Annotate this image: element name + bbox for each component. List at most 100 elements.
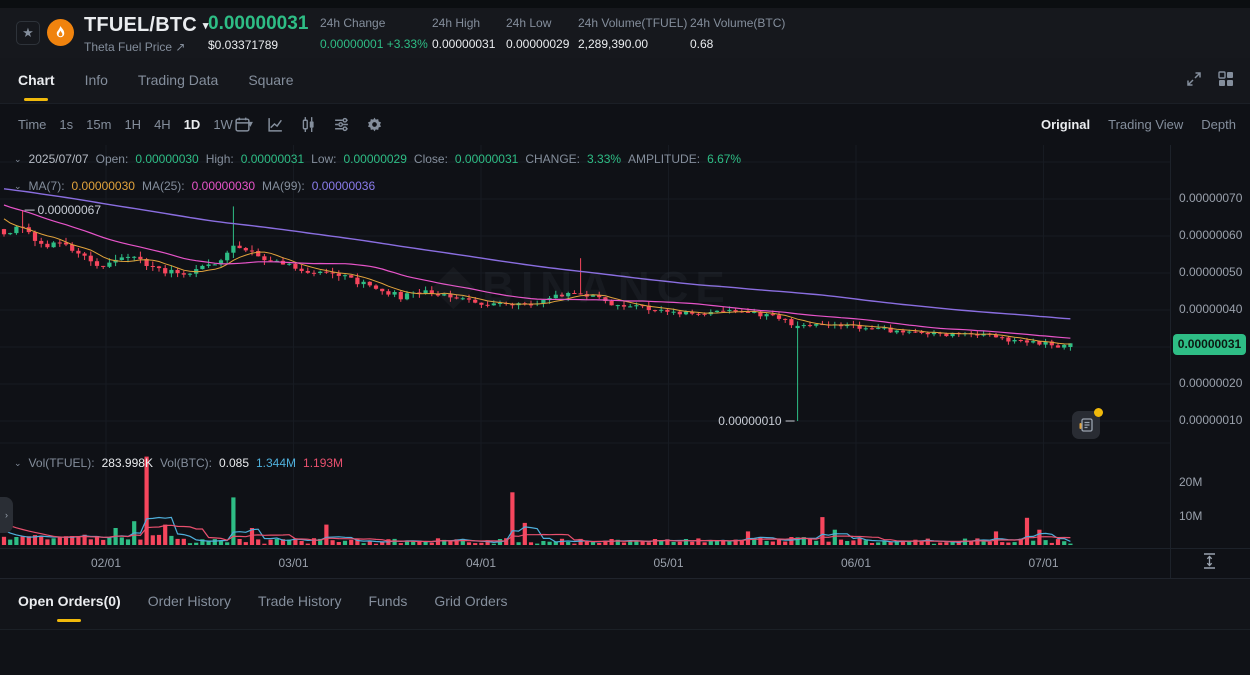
ma25-value: 0.00000030 bbox=[191, 179, 256, 193]
low-annotation: 0.00000010 bbox=[718, 414, 782, 428]
tab-trading-data[interactable]: Trading Data bbox=[137, 72, 219, 88]
high-value: 0.00000031 bbox=[240, 152, 305, 166]
time-tick: 05/01 bbox=[653, 556, 684, 570]
mode-trading-view[interactable]: Trading View bbox=[1108, 117, 1184, 132]
volume-info-row: ⌄ Vol(TFUEL): 283.998K Vol(BTC): 0.085 1.3… bbox=[14, 456, 344, 470]
side-drawer-handle[interactable]: › bbox=[0, 497, 13, 533]
ma99-value: 0.00000036 bbox=[311, 179, 376, 193]
price-tick: 0.00000040 bbox=[1179, 302, 1243, 316]
pair-symbol[interactable]: TFUEL/BTC ▾ bbox=[84, 14, 209, 36]
interval-1h[interactable]: 1H bbox=[124, 117, 142, 132]
bottom-tab-funds[interactable]: Funds bbox=[368, 593, 408, 609]
chart-toolbar: Time 1s 15m 1H 4H 1D 1W ▾ bbox=[0, 104, 1250, 145]
interval-1d[interactable]: 1D bbox=[183, 117, 201, 132]
bottom-tab-order-history[interactable]: Order History bbox=[147, 593, 231, 609]
time-tick: 03/01 bbox=[278, 556, 309, 570]
price-tick: 0.00000050 bbox=[1179, 265, 1243, 279]
price-tick: 0.00000070 bbox=[1179, 191, 1243, 205]
time-tick: 07/01 bbox=[1028, 556, 1059, 570]
candlestick-icon[interactable] bbox=[300, 116, 317, 133]
price-index-link[interactable]: Theta Fuel Price ↗ bbox=[84, 40, 186, 54]
symbol-dropdown-caret-icon[interactable]: ▾ bbox=[202, 20, 209, 32]
vol-btc-value: 0.085 bbox=[218, 456, 249, 470]
stat-label: 24h Change bbox=[320, 16, 386, 30]
time-axis-divider bbox=[0, 548, 1250, 549]
tab-square[interactable]: Square bbox=[248, 72, 294, 88]
chart-area[interactable]: 0.00000067 0.00000010 BINANCE ⌄ 2025/07/0… bbox=[0, 145, 1250, 578]
ticker-stat-2: 24h Low 0.00000029 bbox=[506, 16, 569, 51]
bottom-tab-grid-orders[interactable]: Grid Orders bbox=[434, 593, 508, 609]
orders-empty-content bbox=[0, 630, 1250, 675]
flame-icon bbox=[56, 25, 65, 38]
stat-label: 24h High bbox=[432, 16, 481, 30]
price-scale-icon[interactable] bbox=[1201, 552, 1218, 570]
tfuel-coin-logo bbox=[47, 19, 74, 46]
last-price: 0.00000031 bbox=[208, 13, 309, 34]
change-value: 3.33% bbox=[587, 152, 622, 166]
news-feed-icon bbox=[1079, 418, 1093, 432]
stat-value: 0.00000001 +3.33% bbox=[320, 37, 428, 51]
stat-value: 0.68 bbox=[690, 37, 714, 51]
vol-ma-slow-value: 1.193M bbox=[303, 456, 344, 470]
high-annotation: 0.00000067 bbox=[38, 203, 102, 217]
vol-ma-fast-value: 1.344M bbox=[256, 456, 297, 470]
expand-icon[interactable] bbox=[1186, 71, 1202, 87]
collapse-caret-icon[interactable]: ⌄ bbox=[14, 153, 22, 164]
bottom-tab-open-orders-0-[interactable]: Open Orders(0) bbox=[18, 579, 121, 625]
orders-panel: Open Orders(0) Order History Trade History… bbox=[0, 578, 1250, 675]
interval-15m[interactable]: 15m bbox=[86, 117, 112, 132]
ohlc-info-row: ⌄ 2025/07/07 Open: 0.00000030 High: 0.0000… bbox=[14, 152, 742, 166]
chevron-right-icon: › bbox=[5, 510, 8, 520]
low-value: 0.00000029 bbox=[343, 152, 407, 166]
time-tick: 06/01 bbox=[840, 556, 872, 570]
collapse-caret-icon[interactable]: ⌄ bbox=[14, 457, 22, 468]
price-axis[interactable]: 0.00000070 0.00000060 0.00000050 0.00000040… bbox=[1170, 145, 1250, 578]
favorite-star-icon[interactable]: ★ bbox=[16, 21, 40, 45]
tab-info[interactable]: Info bbox=[84, 72, 108, 88]
interval-settings-icon[interactable] bbox=[234, 116, 251, 133]
interval-1w[interactable]: 1W bbox=[213, 117, 233, 132]
layout-grid-icon[interactable] bbox=[1218, 71, 1234, 87]
amplitude-value: 6.67% bbox=[707, 152, 742, 166]
interval-1s[interactable]: 1s bbox=[59, 117, 74, 132]
ma-info-row: ⌄ MA(7): 0.00000030 MA(25): 0.00000030 MA(… bbox=[14, 179, 376, 193]
stat-label: 24h Volume(BTC) bbox=[690, 16, 786, 30]
interval-time[interactable]: Time bbox=[18, 117, 47, 132]
bottom-tab-trade-history[interactable]: Trade History bbox=[257, 593, 342, 609]
open-value: 0.00000030 bbox=[135, 152, 199, 166]
indicators-icon[interactable] bbox=[333, 116, 350, 133]
volume-tick: 10M bbox=[1179, 509, 1203, 523]
external-link-icon: ↗ bbox=[175, 40, 186, 54]
stat-label: 24h Volume(TFUEL) bbox=[578, 16, 688, 30]
chart-news-button[interactable] bbox=[1072, 408, 1103, 439]
notification-dot bbox=[1094, 408, 1103, 417]
line-chart-icon[interactable] bbox=[267, 116, 284, 133]
mode-depth[interactable]: Depth bbox=[1201, 117, 1236, 132]
price-tick: 0.00000060 bbox=[1179, 228, 1243, 242]
interval-dropdown-caret-icon[interactable]: ▾ bbox=[247, 119, 253, 130]
interval-4h[interactable]: 4H bbox=[154, 117, 171, 132]
mode-original[interactable]: Original bbox=[1041, 117, 1091, 132]
ticker-stat-1: 24h High 0.00000031 bbox=[432, 16, 495, 51]
close-value: 0.00000031 bbox=[454, 152, 519, 166]
collapse-caret-icon[interactable]: ⌄ bbox=[14, 180, 22, 191]
page-tabbar: Chart Info Trading Data Square bbox=[0, 58, 1250, 104]
ticker-stat-0: 24h Change 0.00000001 +3.33% bbox=[320, 16, 428, 51]
price-tick: 0.00000020 bbox=[1179, 376, 1243, 390]
candle-date: 2025/07/07 bbox=[28, 152, 89, 166]
ticker-stat-3: 24h Volume(TFUEL) 2,289,390.00 bbox=[578, 16, 687, 51]
ticker-stat-4: 24h Volume(BTC) 0.68 bbox=[690, 16, 785, 51]
stat-value: 2,289,390.00 bbox=[578, 37, 649, 51]
gear-icon[interactable] bbox=[366, 116, 383, 133]
stat-value: 0.00000031 bbox=[432, 37, 496, 51]
vol-tfuel-value: 283.998K bbox=[101, 456, 153, 470]
last-price-badge: 0.00000031 bbox=[1173, 334, 1246, 355]
pair-header: ★ TFUEL/BTC ▾ Theta Fuel Price ↗ 0.000000… bbox=[0, 8, 1250, 58]
tab-chart[interactable]: Chart bbox=[18, 72, 55, 101]
stat-label: 24h Low bbox=[506, 16, 552, 30]
candlestick-chart[interactable]: 0.00000067 0.00000010 bbox=[0, 145, 1170, 578]
time-tick: 02/01 bbox=[90, 556, 122, 570]
ma7-value: 0.00000030 bbox=[71, 179, 135, 193]
price-tick: 0.00000010 bbox=[1179, 413, 1243, 427]
